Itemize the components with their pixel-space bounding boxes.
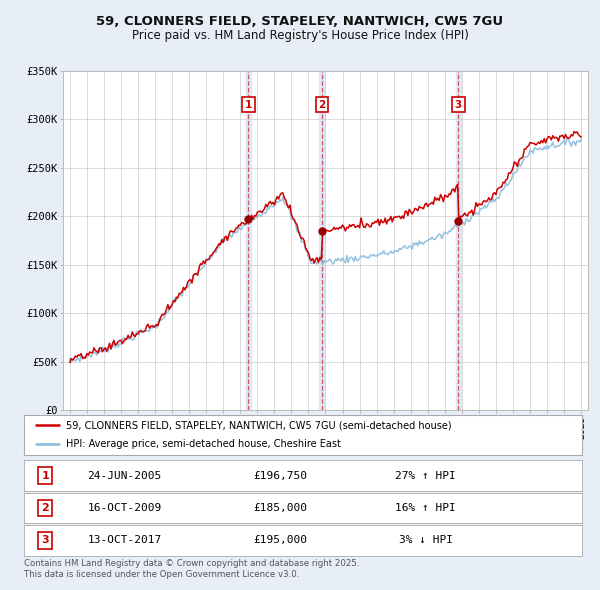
Bar [319, 71, 325, 410]
Text: 3: 3 [41, 536, 49, 545]
Text: £196,750: £196,750 [254, 471, 308, 480]
Text: 3: 3 [455, 100, 462, 110]
Text: £185,000: £185,000 [254, 503, 308, 513]
Text: 1: 1 [41, 471, 49, 480]
Text: 59, CLONNERS FIELD, STAPELEY, NANTWICH, CW5 7GU (semi-detached house): 59, CLONNERS FIELD, STAPELEY, NANTWICH, … [66, 421, 451, 430]
Text: This data is licensed under the Open Government Licence v3.0.: This data is licensed under the Open Gov… [24, 571, 299, 579]
Bar [456, 71, 461, 410]
Text: 27% ↑ HPI: 27% ↑ HPI [395, 471, 456, 480]
Text: 2: 2 [318, 100, 326, 110]
Text: 16% ↑ HPI: 16% ↑ HPI [395, 503, 456, 513]
Text: 1: 1 [245, 100, 252, 110]
Text: 16-OCT-2009: 16-OCT-2009 [88, 503, 161, 513]
Text: Price paid vs. HM Land Registry's House Price Index (HPI): Price paid vs. HM Land Registry's House … [131, 30, 469, 42]
Text: 24-JUN-2005: 24-JUN-2005 [88, 471, 161, 480]
Text: 2: 2 [41, 503, 49, 513]
Bar [246, 71, 251, 410]
Text: 3% ↓ HPI: 3% ↓ HPI [399, 536, 453, 545]
Text: Contains HM Land Registry data © Crown copyright and database right 2025.: Contains HM Land Registry data © Crown c… [24, 559, 359, 568]
Text: 59, CLONNERS FIELD, STAPELEY, NANTWICH, CW5 7GU: 59, CLONNERS FIELD, STAPELEY, NANTWICH, … [97, 15, 503, 28]
Text: HPI: Average price, semi-detached house, Cheshire East: HPI: Average price, semi-detached house,… [66, 439, 341, 449]
Text: £195,000: £195,000 [254, 536, 308, 545]
Text: 13-OCT-2017: 13-OCT-2017 [88, 536, 161, 545]
